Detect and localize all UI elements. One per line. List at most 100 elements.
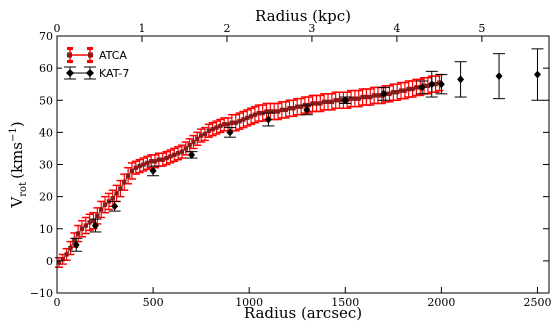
atca-point-35: [191, 139, 196, 145]
atca-point-30: [172, 152, 177, 158]
kat7-point-5: [226, 128, 234, 137]
atca-point-81: [368, 94, 373, 100]
kat7-point-0: [72, 240, 80, 249]
atca-point-5: [75, 231, 81, 236]
kat7-point-14: [495, 72, 503, 81]
atca-point-1: [60, 257, 65, 262]
y-axis-title: Vrot (kms−1): [8, 121, 29, 208]
top-tick-label-5: 5: [478, 22, 485, 35]
atca-point-79: [360, 94, 365, 100]
top-axis-title: Radius (kpc): [255, 7, 351, 25]
top-tick-label-1: 1: [138, 22, 145, 35]
x-tick-label-2: 1000: [235, 296, 263, 309]
y-tick-label-6: 50: [39, 94, 53, 107]
atca-point-48: [241, 117, 246, 122]
y-tick-label-3: 20: [39, 191, 53, 204]
legend-atca-bar-a: [67, 47, 73, 50]
atca-point-18: [125, 173, 131, 178]
x-tick-label-5: 2500: [523, 296, 551, 309]
legend-atca-bar-c: [67, 60, 73, 63]
atca-point-20: [133, 165, 138, 170]
atca-point-76: [348, 96, 354, 101]
legend-kat7-label: KAT-7: [99, 67, 129, 80]
y-tick-label-8: 70: [39, 30, 53, 43]
atca-point-8: [87, 220, 92, 225]
x-tick-label-4: 2000: [427, 296, 455, 309]
atca-point-49: [245, 115, 250, 121]
atca-point-42: [218, 123, 223, 129]
atca-point-88: [394, 90, 400, 95]
atca-point-82: [371, 93, 377, 98]
atca-point-44: [225, 122, 231, 127]
atca-point-90: [402, 88, 408, 93]
atca-point-69: [321, 99, 327, 105]
atca-point-36: [195, 136, 200, 141]
atca-point-91: [406, 86, 411, 92]
atca-series: [54, 73, 444, 269]
atca-point-57: [275, 109, 281, 114]
atca-point-34: [187, 143, 192, 148]
atca-point-56: [271, 109, 277, 114]
top-tick-label-3: 3: [308, 22, 315, 35]
atca-point-7: [83, 223, 89, 228]
y-tick-label-4: 30: [39, 159, 53, 172]
kat7-point-4: [188, 150, 196, 159]
atca-point-2: [64, 252, 69, 257]
kat7-point-13: [457, 75, 465, 84]
atca-point-72: [333, 98, 338, 103]
atca-point-66: [310, 101, 315, 106]
legend-kat-marker-b: [86, 69, 94, 77]
kat7-point-9: [380, 89, 388, 98]
atca-point-9: [91, 218, 96, 223]
atca-point-59: [283, 107, 288, 113]
y-axis-title-exp: −1: [8, 127, 19, 142]
atca-point-23: [145, 160, 150, 166]
atca-point-38: [202, 131, 208, 137]
atca-point-78: [356, 96, 361, 101]
atca-point-32: [179, 149, 185, 154]
atca-point-46: [233, 120, 238, 125]
atca-point-86: [387, 91, 392, 97]
kat7-point-8: [341, 96, 349, 105]
atca-point-71: [329, 99, 335, 105]
atca-point-60: [287, 106, 292, 111]
kat7-point-3: [149, 166, 157, 175]
kat7-point-6: [264, 115, 272, 124]
atca-point-15: [114, 191, 119, 196]
atca-point-19: [129, 168, 135, 174]
x-tick-label-3: 1500: [331, 296, 359, 309]
atca-point-14: [110, 196, 115, 201]
atca-point-25: [152, 159, 158, 164]
y-axis-title-main: V: [8, 196, 26, 209]
atca-point-52: [256, 110, 261, 116]
atca-point-92: [410, 86, 415, 92]
legend-item-kat7: KAT-7: [64, 66, 129, 80]
atca-point-58: [279, 107, 285, 113]
atca-point-62: [295, 104, 300, 109]
atca-point-70: [325, 99, 331, 105]
atca-point-67: [314, 101, 319, 106]
atca-point-26: [156, 157, 162, 162]
atca-point-54: [264, 109, 269, 114]
atca-point-27: [160, 157, 165, 162]
atca-point-21: [137, 163, 142, 169]
atca-point-39: [206, 128, 212, 133]
atca-point-33: [183, 146, 188, 151]
legend-item-atca: ATCA: [67, 47, 127, 63]
atca-point-29: [168, 154, 173, 159]
atca-point-87: [391, 90, 396, 95]
atca-point-96: [425, 83, 431, 88]
atca-point-0: [56, 260, 62, 265]
legend-atca-label: ATCA: [99, 49, 127, 62]
x-axis-title: Radius (arcsec): [244, 304, 362, 322]
kat7-series: [70, 48, 544, 252]
atca-point-80: [364, 94, 369, 100]
legend-atca-bar-d: [87, 60, 93, 63]
kat7-point-11: [428, 80, 436, 89]
atca-point-51: [252, 112, 258, 117]
atca-point-93: [414, 85, 419, 90]
atca-point-47: [237, 118, 242, 124]
atca-point-6: [79, 226, 85, 231]
